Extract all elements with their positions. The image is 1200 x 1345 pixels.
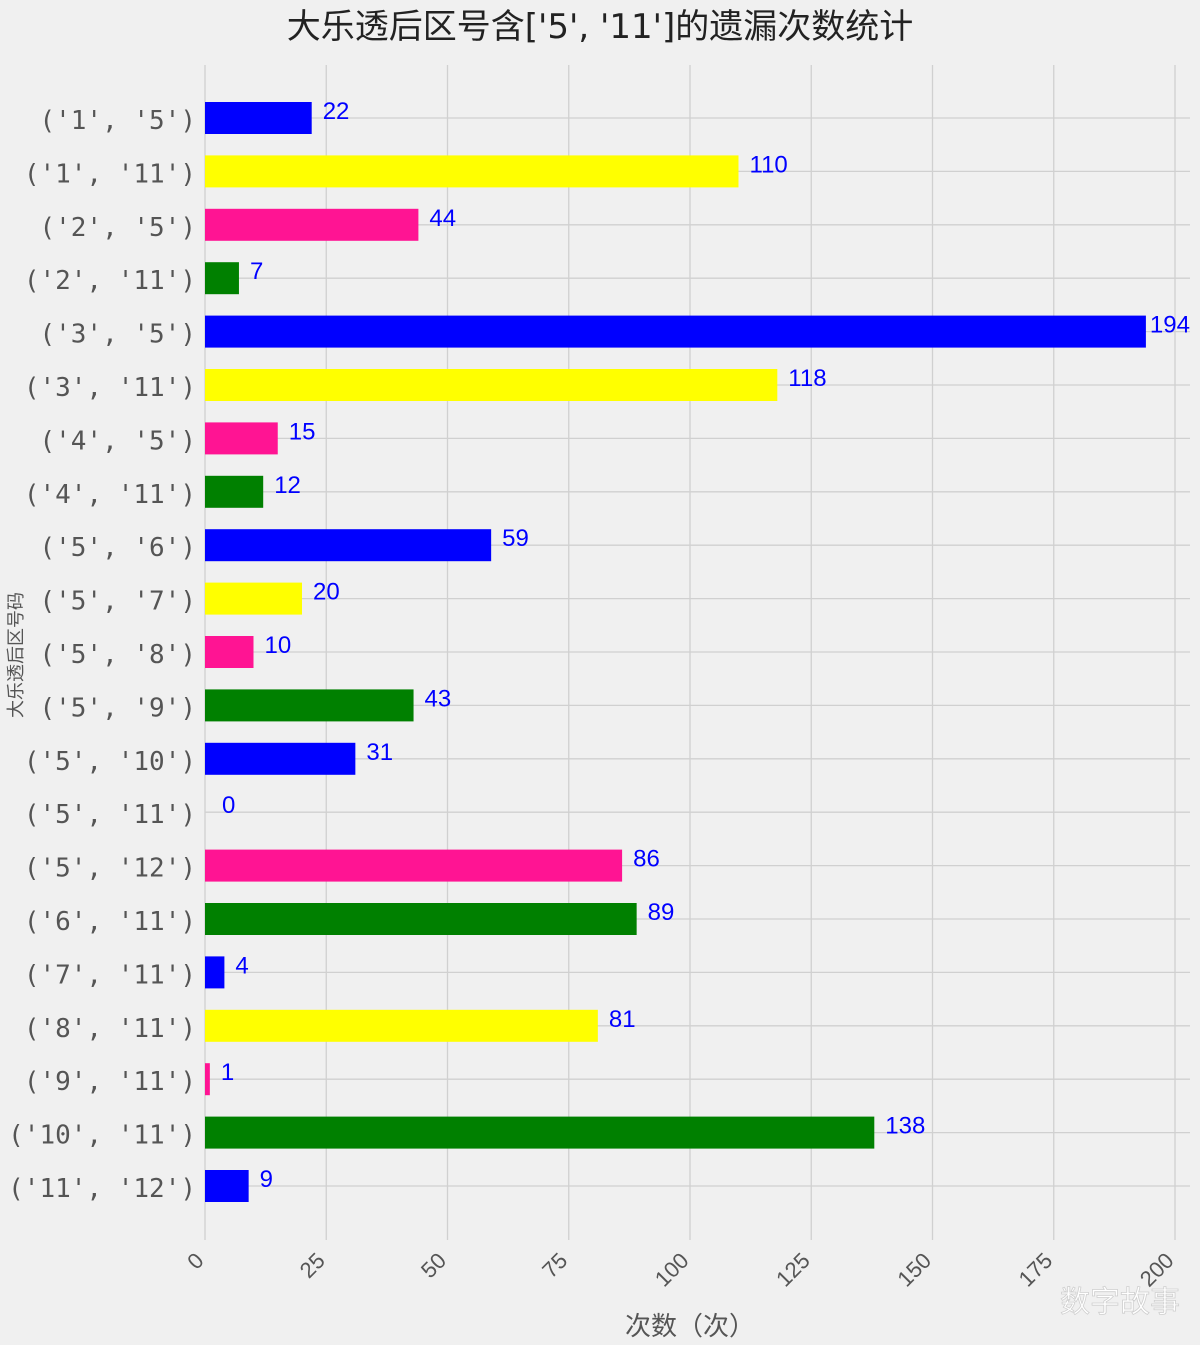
y-tick-label: ('5', '6')	[39, 533, 196, 563]
bar-value-label: 15	[289, 418, 316, 445]
grid-lines	[205, 65, 1190, 1240]
bar	[205, 422, 278, 454]
bar-value-label: 12	[274, 472, 301, 499]
bar-value-label: 194	[1150, 312, 1190, 339]
bar-value-label: 22	[323, 98, 350, 125]
bar	[205, 1117, 874, 1149]
bar	[205, 689, 414, 721]
bar-value-label: 20	[313, 579, 340, 606]
bar-value-label: 31	[366, 739, 393, 766]
x-tick-label: 75	[537, 1248, 572, 1283]
bar-value-label: 9	[260, 1166, 273, 1193]
bar-value-label: 4	[235, 952, 248, 979]
bar	[205, 209, 418, 241]
bar	[205, 262, 239, 294]
bar	[205, 476, 263, 508]
x-axis-label: 次数（次）	[625, 1312, 755, 1342]
bar-value-label: 7	[250, 258, 263, 285]
bar-value-label: 44	[429, 205, 456, 232]
y-tick-label: ('5', '11')	[24, 800, 196, 830]
y-tick-label: ('11', '12')	[8, 1174, 196, 1204]
y-tick-label: ('10', '11')	[8, 1121, 196, 1151]
y-axis-label: 大乐透后区号码	[6, 592, 27, 718]
y-tick-label: ('4', '11')	[24, 480, 196, 510]
bar-value-label: 59	[502, 525, 529, 552]
y-tick-label: ('5', '12')	[24, 854, 196, 884]
watermark: 数字故事	[1060, 1285, 1180, 1320]
x-tick-label: 175	[1014, 1248, 1058, 1292]
y-tick-label: ('2', '5')	[39, 213, 196, 243]
bar-value-label: 0	[222, 792, 235, 819]
bar-value-label: 1	[221, 1059, 234, 1086]
bar-value-label: 89	[648, 899, 675, 926]
x-tick-label: 150	[892, 1248, 936, 1292]
bar	[205, 316, 1146, 348]
bar	[205, 903, 637, 935]
bar-value-label: 43	[425, 685, 452, 712]
bar-value-label: 110	[750, 151, 788, 178]
bar	[205, 956, 224, 988]
bar	[205, 850, 622, 882]
bar	[205, 155, 739, 187]
y-tick-label: ('5', '8')	[39, 640, 196, 670]
bar	[205, 369, 777, 401]
x-tick-label: 25	[295, 1248, 330, 1283]
y-tick-labels: ('1', '5') ('1', '11') ('2', '5') ('2', '11…	[8, 106, 196, 1204]
y-tick-label: ('1', '11')	[24, 159, 196, 189]
bar	[205, 1170, 249, 1202]
bar-value-label: 10	[265, 632, 292, 659]
bar	[205, 529, 491, 561]
bar-value-label: 81	[609, 1006, 636, 1033]
y-tick-label: ('6', '11')	[24, 907, 196, 937]
bar-value-label: 86	[633, 846, 660, 873]
bar	[205, 1063, 210, 1095]
bar-value-label: 118	[788, 365, 826, 392]
x-tick-label: 125	[771, 1248, 815, 1292]
x-tick-labels: 0 25 50 75 100 125 150 175 200	[182, 1248, 1178, 1292]
y-tick-label: ('9', '11')	[24, 1067, 196, 1097]
y-tick-label: ('7', '11')	[24, 960, 196, 990]
chart-title: 大乐透后区号含['5', '11']的遗漏次数统计	[287, 7, 913, 47]
bar	[205, 1010, 598, 1042]
y-tick-label: ('5', '7')	[39, 587, 196, 617]
y-tick-label: ('5', '9')	[39, 693, 196, 723]
y-tick-label: ('3', '11')	[24, 373, 196, 403]
bar	[205, 583, 302, 615]
y-tick-label: ('1', '5')	[39, 106, 196, 136]
y-tick-label: ('3', '5')	[39, 320, 196, 350]
bar	[205, 636, 254, 668]
bar-value-label: 138	[885, 1113, 925, 1140]
bar	[205, 102, 312, 134]
y-tick-label: ('4', '5')	[39, 426, 196, 456]
bar	[205, 743, 355, 775]
y-tick-label: ('8', '11')	[24, 1014, 196, 1044]
y-tick-label: ('5', '10')	[24, 747, 196, 777]
x-tick-label: 50	[416, 1248, 451, 1283]
x-tick-label: 0	[182, 1248, 208, 1274]
y-tick-label: ('2', '11')	[24, 266, 196, 296]
x-tick-label: 100	[650, 1248, 694, 1292]
